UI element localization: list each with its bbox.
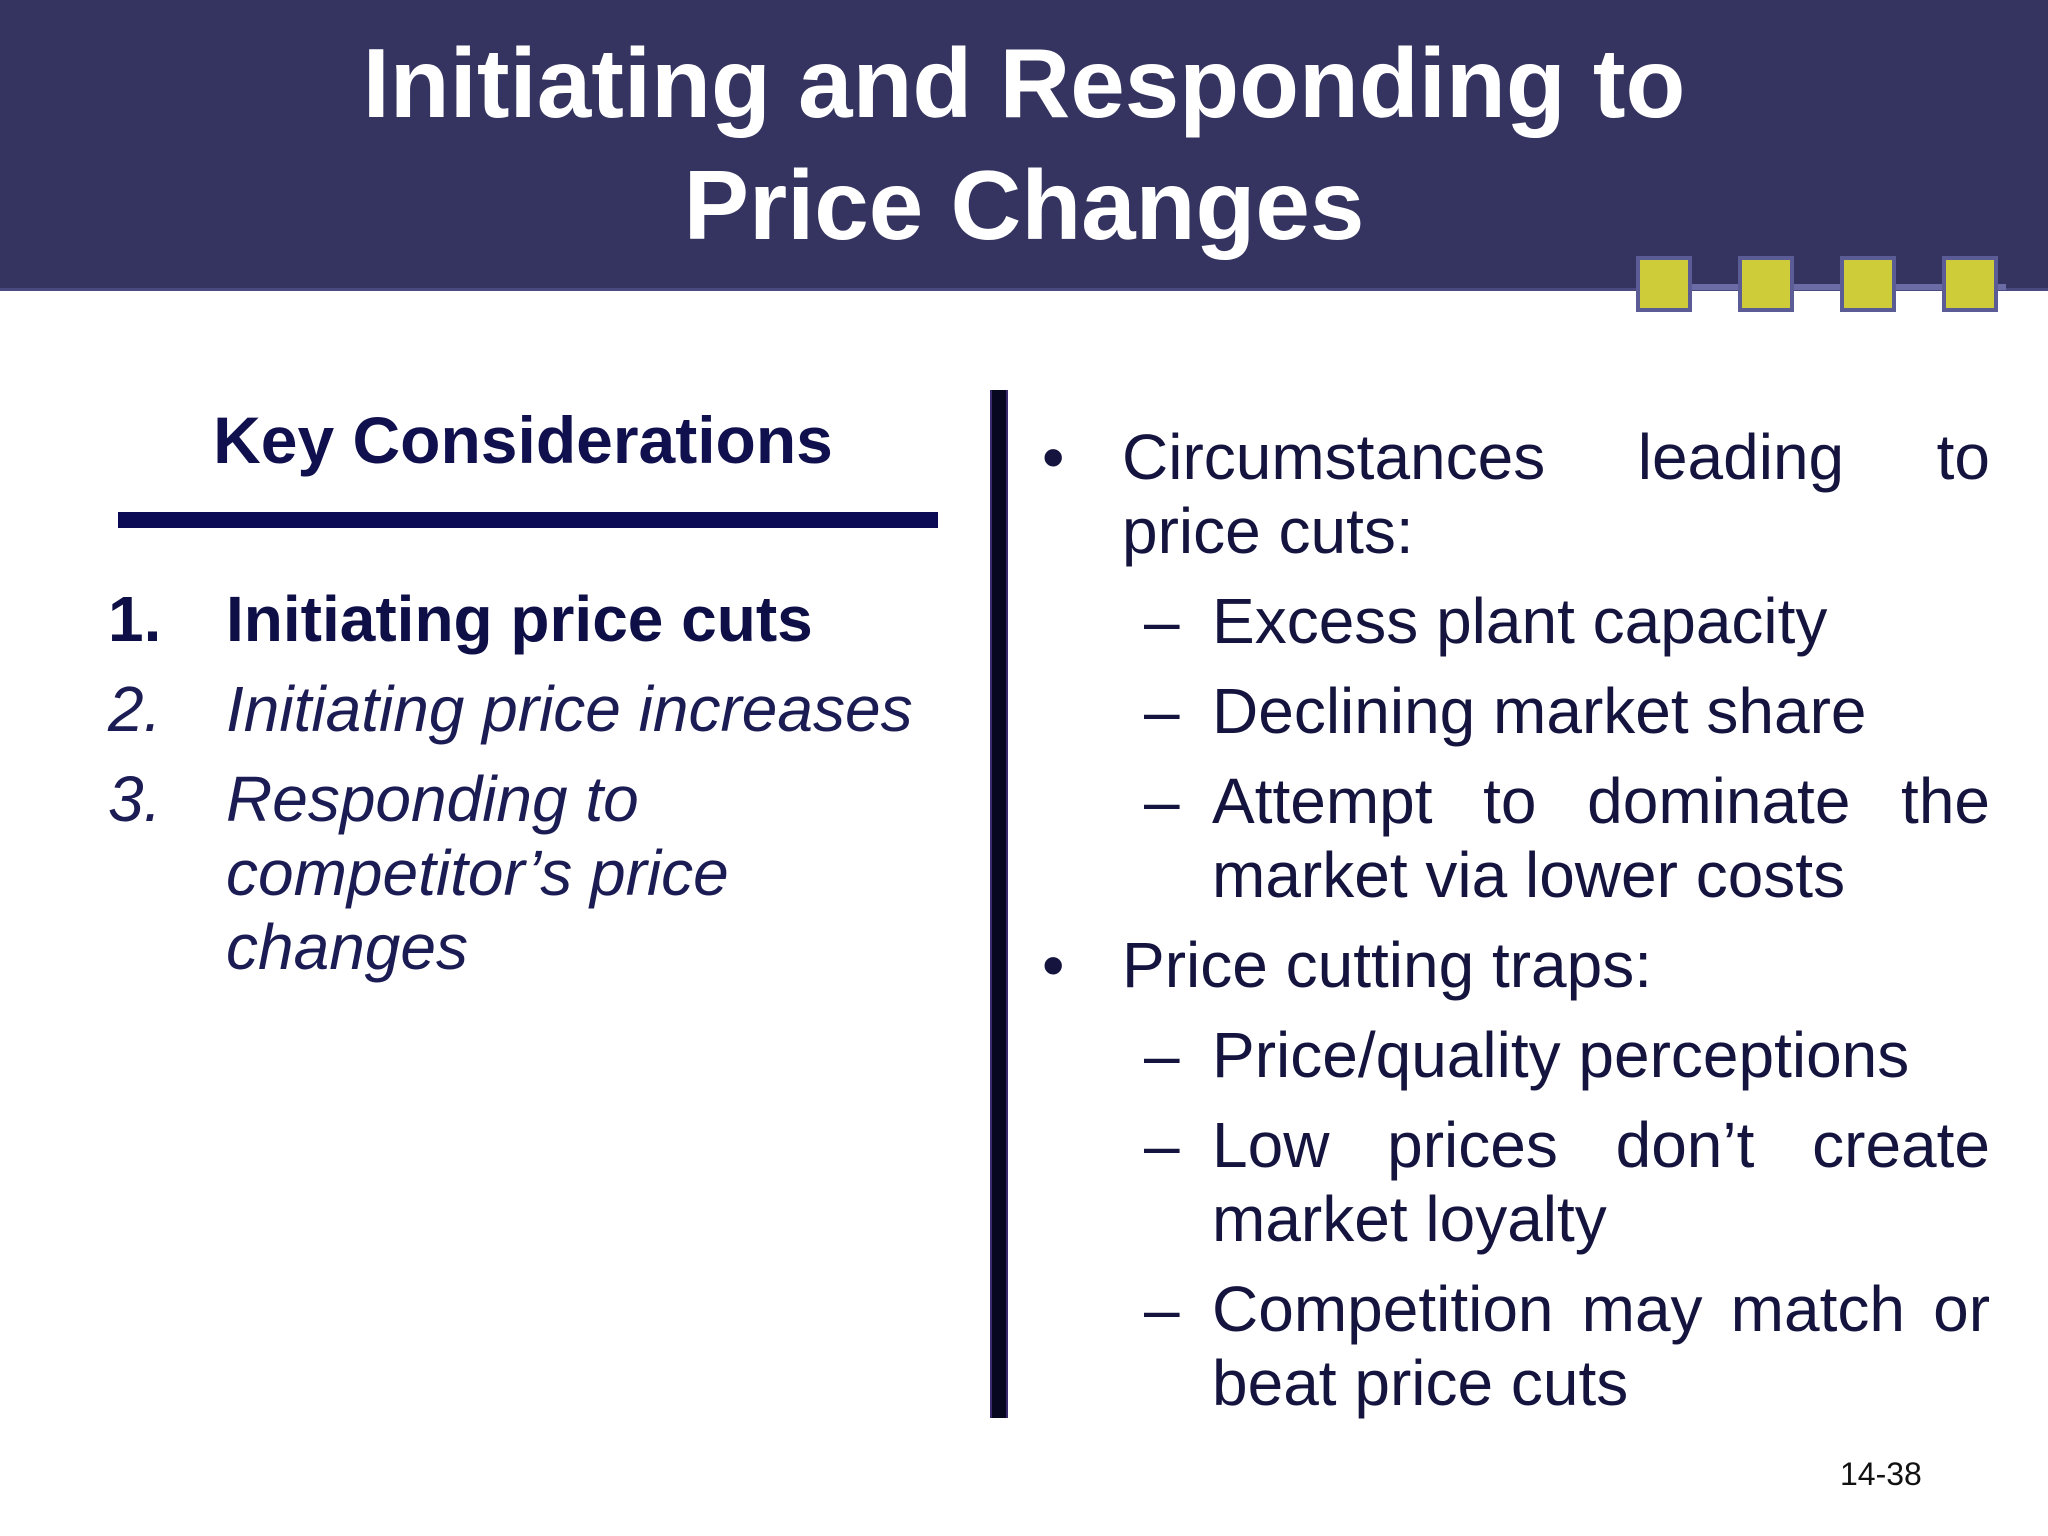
decorative-line — [1636, 284, 2006, 290]
item-text: Initiating price increases — [226, 673, 913, 745]
page-number: 14-38 — [1840, 1456, 1922, 1492]
bullet-text: Price cutting traps: — [1122, 929, 1652, 1001]
decorative-square — [1636, 256, 1692, 312]
item-number: 2. — [108, 673, 162, 745]
sub-bullet-item: – Price/quality perceptions — [1040, 1018, 1990, 1092]
details-panel: • Circumstances leading to price cuts: –… — [1040, 420, 1990, 1436]
column-divider — [990, 390, 1008, 1418]
slide-title-line-1: Initiating and Responding to — [362, 28, 1686, 138]
bullet-mark: • — [1042, 929, 1065, 1001]
sub-bullet-item: – Low prices don’t create market loyalty — [1040, 1108, 1990, 1256]
dash-mark: – — [1144, 675, 1180, 747]
dash-mark: – — [1144, 765, 1180, 837]
title-band: Initiating and Responding to Price Chang… — [0, 0, 2048, 291]
heading-underline — [118, 512, 938, 528]
item-number: 1. — [108, 583, 162, 655]
decorative-square — [1942, 256, 1998, 312]
sub-bullet-text: Attempt to dominate the market via lower… — [1212, 765, 1990, 911]
item-text: Responding to competitor’s price changes — [226, 763, 729, 983]
bullet-text: Circumstances leading to price cuts: — [1122, 421, 1990, 567]
sub-bullet-item: – Attempt to dominate the market via low… — [1040, 764, 1990, 912]
dash-mark: – — [1144, 1019, 1180, 1091]
key-considerations-heading: Key Considerations — [213, 403, 833, 477]
bullet-mark: • — [1042, 421, 1065, 493]
item-number: 3. — [108, 763, 162, 835]
bullet-item: • Price cutting traps: — [1040, 928, 1990, 1002]
dash-mark: – — [1144, 585, 1180, 657]
slide-title-line-2: Price Changes — [683, 150, 1365, 260]
dash-mark: – — [1144, 1273, 1180, 1345]
decorative-square — [1840, 256, 1896, 312]
consideration-item-3: 3. Responding to competitor’s price chan… — [108, 762, 948, 984]
sub-bullet-item: – Excess plant capacity — [1040, 584, 1990, 658]
sub-bullet-text: Competition may match or beat price cuts — [1212, 1273, 1990, 1419]
consideration-item-2: 2. Initiating price increases — [108, 672, 948, 746]
sub-bullet-text: Excess plant capacity — [1212, 585, 1828, 657]
slide-title: Initiating and Responding to Price Chang… — [0, 22, 2048, 266]
sub-bullet-text: Low prices don’t create market loyalty — [1212, 1109, 1990, 1255]
sub-bullet-item: – Competition may match or beat price cu… — [1040, 1272, 1990, 1420]
considerations-list: 1. Initiating price cuts 2. Initiating p… — [108, 582, 948, 984]
sub-bullet-text: Price/quality perceptions — [1212, 1019, 1910, 1091]
consideration-item-1: 1. Initiating price cuts — [108, 582, 948, 656]
item-text: Initiating price cuts — [226, 583, 813, 655]
dash-mark: – — [1144, 1109, 1180, 1181]
bullet-item: • Circumstances leading to price cuts: — [1040, 420, 1990, 568]
decorative-squares — [1636, 256, 2006, 322]
decorative-square — [1738, 256, 1794, 312]
key-considerations-panel: Key Considerations 1. Initiating price c… — [108, 400, 948, 1000]
sub-bullet-item: – Declining market share — [1040, 674, 1990, 748]
sub-bullet-text: Declining market share — [1212, 675, 1867, 747]
